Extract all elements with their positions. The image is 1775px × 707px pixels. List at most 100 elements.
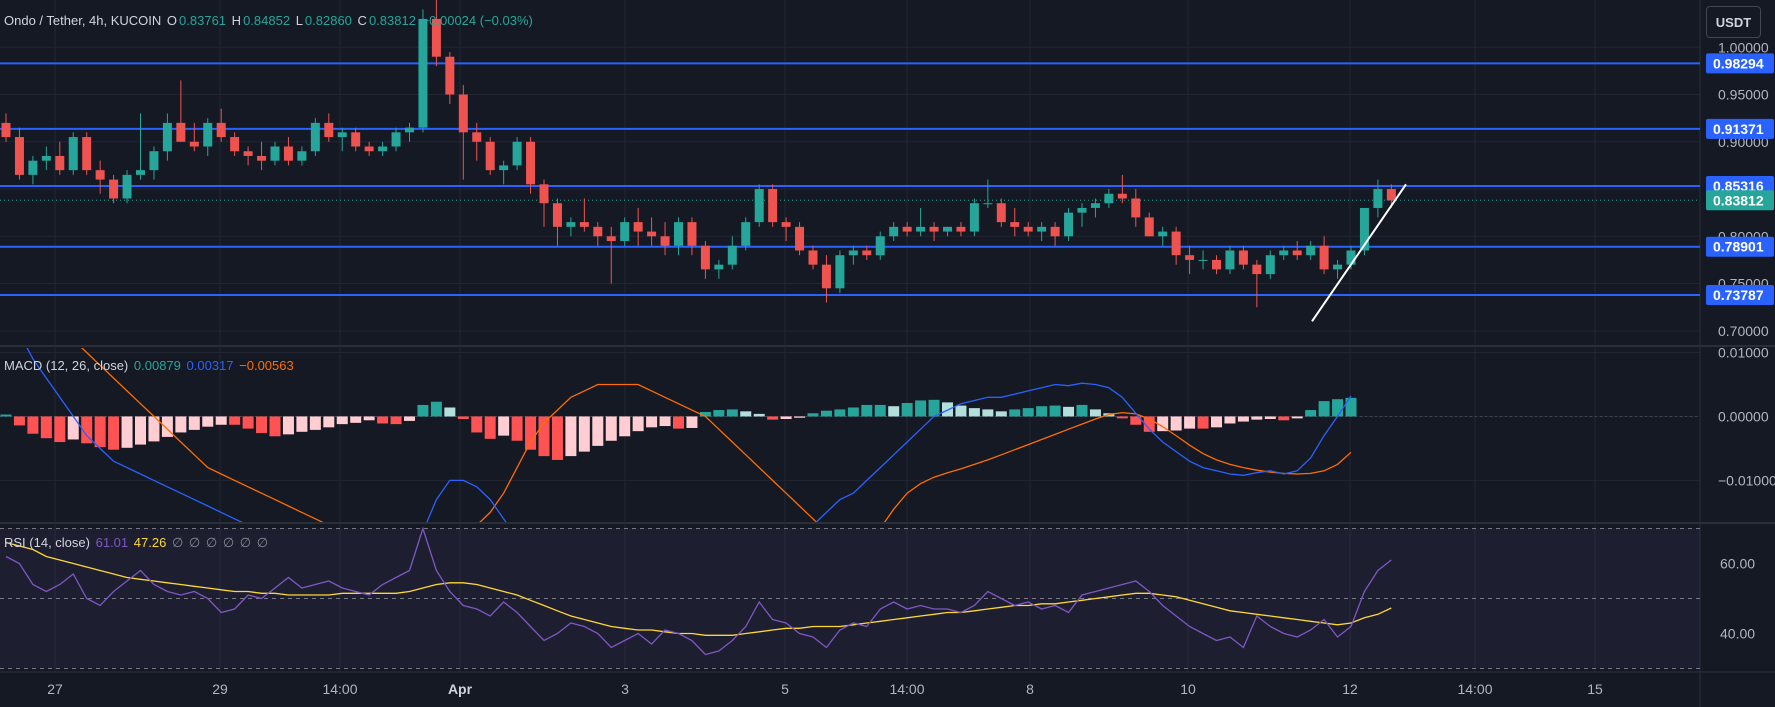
candle-body xyxy=(781,222,791,227)
macd-histogram-bar xyxy=(551,416,563,460)
candle-body xyxy=(754,189,764,223)
candle-body xyxy=(203,122,213,147)
macd-histogram-bar xyxy=(1318,401,1330,417)
candle-body xyxy=(808,250,818,265)
macd-histogram-bar xyxy=(1224,416,1236,424)
macd-histogram-bar xyxy=(444,407,456,417)
price-legend: Ondo / Tether, 4h, KUCOIN O 0.83761 H 0.84… xyxy=(4,13,535,28)
macd-title[interactable]: MACD (12, 26, close) xyxy=(4,358,129,373)
close-label: C xyxy=(357,13,367,28)
macd-legend: MACD (12, 26, close) 0.00879 0.00317 −0.… xyxy=(4,358,296,373)
macd-histogram-bar xyxy=(726,409,738,417)
macd-histogram-bar xyxy=(511,416,523,441)
price-axis-tick: 0.70000 xyxy=(1718,323,1769,339)
candle-body xyxy=(95,170,105,180)
candle-body xyxy=(378,146,388,152)
candle-body xyxy=(472,132,482,142)
candle-body xyxy=(526,141,536,185)
macd-axis-tick: −0.01000 xyxy=(1718,472,1775,488)
time-axis-tick: 5 xyxy=(781,681,789,697)
rsi-ma-value: 47.26 xyxy=(133,535,167,550)
candle-body xyxy=(216,122,226,138)
macd-signal-value: −0.00563 xyxy=(239,358,294,373)
candle-body xyxy=(1319,245,1329,270)
macd-histogram-bar xyxy=(834,409,846,417)
candle-body xyxy=(310,122,320,152)
macd-histogram-bar xyxy=(390,416,402,425)
macd-histogram-bar xyxy=(256,416,268,434)
candle-body xyxy=(606,236,616,242)
macd-histogram-bar xyxy=(659,416,671,427)
rsi-extra-value: ∅ xyxy=(188,535,201,550)
candle-body xyxy=(943,226,952,232)
candle-body xyxy=(889,226,899,237)
time-axis-tick: 10 xyxy=(1180,681,1196,697)
candle-body xyxy=(485,141,495,171)
macd-signal-line xyxy=(81,348,1352,522)
candle-body xyxy=(28,160,38,175)
macd-histogram-bar xyxy=(309,416,321,430)
macd-histogram-bar xyxy=(229,416,241,425)
rsi-axis-tick: 60.00 xyxy=(1720,556,1755,572)
macd-histogram-bar xyxy=(1076,404,1088,417)
rsi-title[interactable]: RSI (14, close) xyxy=(4,535,90,550)
candle-body xyxy=(647,231,657,237)
candle-body xyxy=(136,170,145,175)
macd-histogram-bar xyxy=(794,416,806,418)
time-axis-tick: Apr xyxy=(448,681,473,697)
macd-histogram-bar xyxy=(269,416,281,437)
candle-body xyxy=(1333,264,1343,270)
macd-histogram-bar xyxy=(161,416,173,437)
price-axis-tick: 1.00000 xyxy=(1718,39,1769,55)
currency-button[interactable]: USDT xyxy=(1706,6,1761,38)
macd-axis-tick: 0.01000 xyxy=(1718,344,1769,360)
macd-histogram-bar xyxy=(901,403,913,417)
open-value: 0.83761 xyxy=(179,13,227,28)
macd-histogram-bar xyxy=(955,405,967,417)
macd-histogram-bar xyxy=(915,400,927,417)
candle-body xyxy=(1023,226,1033,232)
candle-body xyxy=(552,203,562,227)
macd-histogram-bar xyxy=(1184,416,1196,429)
candle-body xyxy=(1010,222,1020,227)
candle-body xyxy=(1090,203,1100,208)
candle-body xyxy=(1279,250,1289,256)
symbol-label[interactable]: Ondo / Tether, 4h, KUCOIN xyxy=(4,13,162,28)
macd-histogram-bar xyxy=(847,407,859,417)
macd-histogram-bar xyxy=(1036,406,1048,417)
macd-histogram-bar xyxy=(67,416,79,440)
candle-body xyxy=(337,132,347,138)
last-price-label-bg xyxy=(1706,190,1774,211)
macd-histogram-bar xyxy=(673,416,684,429)
candle-body xyxy=(1185,255,1195,260)
candle-body xyxy=(1117,193,1127,199)
candle-body xyxy=(1,122,11,138)
macd-histogram-bar xyxy=(404,416,415,421)
macd-histogram-bar xyxy=(1264,416,1276,420)
macd-histogram-bar xyxy=(336,416,348,425)
last-price-label: 0.83812 xyxy=(1713,192,1764,208)
macd-histogram-bar xyxy=(471,416,483,433)
macd-histogram-bar xyxy=(1170,416,1182,431)
candle-body xyxy=(1292,250,1302,256)
candle-body xyxy=(189,141,199,147)
price-level-label-bg xyxy=(1706,53,1774,74)
macd-histogram-bar xyxy=(807,413,819,417)
candle-body xyxy=(391,132,401,147)
candle-body xyxy=(902,226,912,232)
macd-histogram-bar xyxy=(968,408,980,417)
candle-body xyxy=(620,222,630,242)
candle-body xyxy=(1238,250,1248,265)
price-level-label: 0.78901 xyxy=(1713,239,1764,255)
candle-body xyxy=(418,18,428,128)
high-value: 0.84852 xyxy=(243,13,291,28)
macd-histogram-bar xyxy=(713,410,725,417)
candle-body xyxy=(445,56,455,95)
candle-body xyxy=(68,137,78,171)
rsi-ma-line xyxy=(5,541,1392,636)
macd-histogram-bar xyxy=(1345,397,1357,417)
macd-histogram-bar xyxy=(363,416,375,421)
candle-body xyxy=(364,146,374,152)
candle-body xyxy=(539,184,549,204)
